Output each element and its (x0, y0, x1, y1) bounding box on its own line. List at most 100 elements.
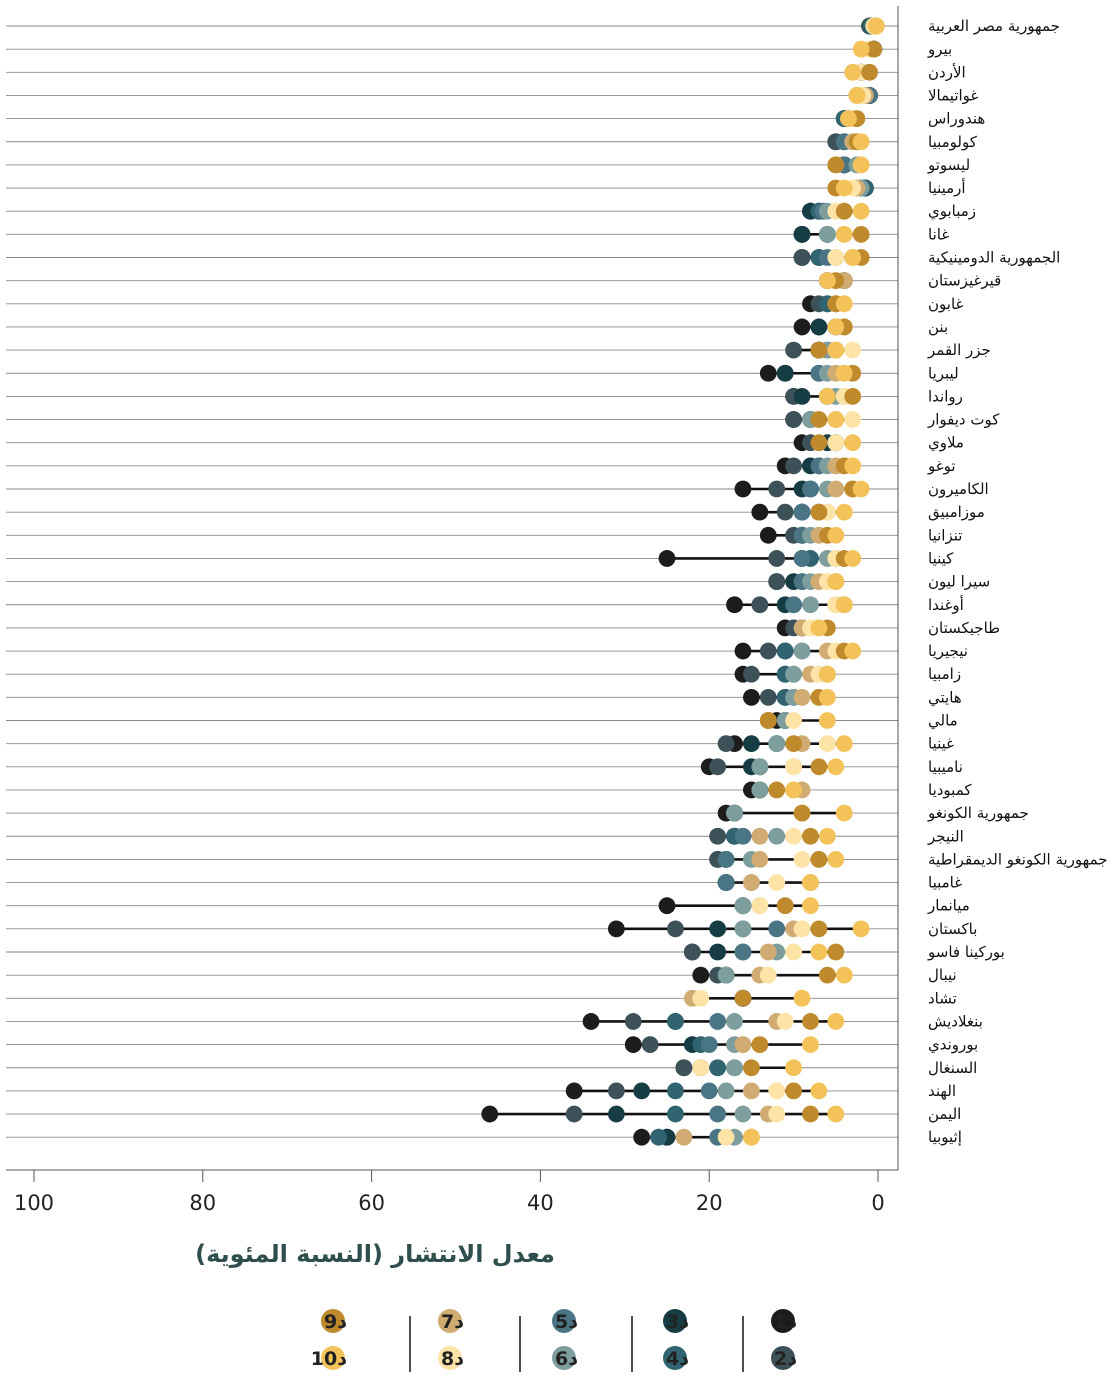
data-point-د1 (633, 1128, 651, 1146)
data-point-د10 (852, 156, 870, 174)
country-label: سيرا ليون (928, 573, 990, 591)
data-point-د4 (667, 1082, 684, 1100)
legend-label: د3 (666, 1311, 689, 1333)
legend-swatch-د6 (552, 1346, 576, 1370)
country-label: غامبيا (928, 874, 962, 892)
data-point-د1 (658, 550, 676, 567)
data-point-د9 (751, 1036, 769, 1053)
tick-label: 60 (358, 1191, 385, 1215)
data-point-د1 (481, 1105, 499, 1123)
data-point-د10 (802, 1036, 819, 1053)
data-point-د6 (726, 1059, 743, 1077)
country-label: باكستان (928, 920, 977, 938)
data-point-د9 (810, 503, 828, 521)
data-point-د10 (827, 318, 845, 336)
legend-swatch-د1 (771, 1309, 795, 1333)
data-point-د6 (818, 225, 836, 243)
data-point-د9 (810, 851, 828, 868)
legend-swatch-د2 (771, 1346, 795, 1370)
data-point-د9 (861, 63, 878, 81)
data-point-د1 (607, 920, 625, 938)
data-point-د6 (802, 596, 819, 614)
country-labels: جمهورية مصر العربية بيرو الأردن غواتيمالا هن… (927, 17, 1108, 1146)
data-point-د5 (793, 550, 811, 567)
data-point-د9 (810, 758, 828, 776)
data-point-د7 (751, 827, 769, 845)
data-point-د1 (658, 897, 676, 915)
data-point-د9 (827, 156, 845, 174)
country-label: جمهورية الكونغو (927, 804, 1029, 822)
data-point-د2 (709, 827, 727, 845)
data-point-د9 (793, 804, 811, 822)
data-point-د10 (810, 943, 828, 961)
country-label: تنزانيا (928, 526, 962, 544)
data-point-د10 (835, 364, 853, 382)
tick-label: 0 (871, 1191, 884, 1215)
country-label: ناميبيا (928, 758, 963, 776)
data-point-د6 (785, 665, 802, 683)
data-point-د8 (785, 712, 802, 729)
legend: د1 د2 د3 د4 د5 د6 د7 د8 د9 د10 (311, 1309, 797, 1372)
data-point-د4 (650, 1128, 667, 1146)
data-point-د10 (835, 735, 853, 753)
data-point-د9 (768, 781, 786, 799)
data-point-د6 (768, 827, 786, 845)
data-point-د5 (734, 943, 752, 961)
data-point-د6 (793, 642, 811, 660)
data-point-د8 (768, 874, 786, 891)
country-label: غينيا (928, 735, 954, 753)
x-axis-ticks: 100 80 60 40 20 0 (14, 1170, 885, 1215)
data-point-د10 (818, 827, 836, 845)
legend-label: د1 (774, 1311, 797, 1333)
data-point-د10 (835, 804, 853, 822)
data-point-د1 (734, 642, 752, 660)
data-point-د10 (852, 920, 870, 938)
data-point-د9 (835, 202, 853, 220)
data-point-د1 (582, 1013, 600, 1030)
country-label: جمهورية الكونغو الديمقراطية (928, 850, 1108, 868)
data-point-د3 (810, 318, 828, 336)
data-point-د10 (844, 642, 862, 660)
country-label: بيرو (927, 40, 952, 58)
country-label: النيجر (927, 827, 964, 845)
data-point-د2 (776, 503, 794, 521)
data-point-د5 (717, 874, 735, 891)
data-point-د1 (692, 966, 710, 984)
axes (6, 6, 899, 1171)
data-point-د4 (667, 1105, 684, 1123)
data-point-د8 (844, 411, 862, 428)
data-point-د6 (726, 804, 743, 822)
data-point-د6 (717, 966, 735, 984)
legend-label: د8 (441, 1348, 464, 1370)
tick-label: 40 (527, 1191, 554, 1215)
country-label: موزامبيق (928, 503, 985, 521)
tick-label: 80 (189, 1191, 216, 1215)
data-point-د6 (751, 781, 769, 799)
data-point-د10 (840, 110, 857, 127)
country-label: غواتيمالا (928, 86, 978, 104)
data-point-د8 (751, 897, 769, 915)
country-label: ليسوتو (927, 156, 970, 174)
country-label: الجمهورية الدومينيكية (928, 249, 1060, 267)
data-point-د10 (802, 874, 819, 891)
data-point-د4 (776, 642, 794, 660)
data-point-د10 (852, 40, 870, 58)
data-point-د10 (818, 665, 836, 683)
data-point-د9 (810, 920, 828, 938)
data-point-د9 (827, 943, 845, 961)
country-label: بنن (928, 318, 948, 336)
data-point-د5 (717, 851, 735, 868)
data-point-د2 (785, 411, 802, 428)
data-point-د1 (565, 1082, 583, 1100)
data-point-د3 (793, 388, 811, 405)
data-point-د9 (802, 827, 819, 845)
data-point-د1 (793, 318, 811, 336)
x-axis-label: معدل الانتشار (النسبة المئوية) (195, 1240, 555, 1268)
country-label: أرمينيا (928, 178, 966, 197)
data-point-د9 (743, 1059, 760, 1077)
data-point-د9 (810, 434, 828, 452)
legend-swatch-د5 (552, 1309, 576, 1333)
data-point-د8 (844, 341, 862, 359)
data-point-د6 (734, 897, 752, 915)
